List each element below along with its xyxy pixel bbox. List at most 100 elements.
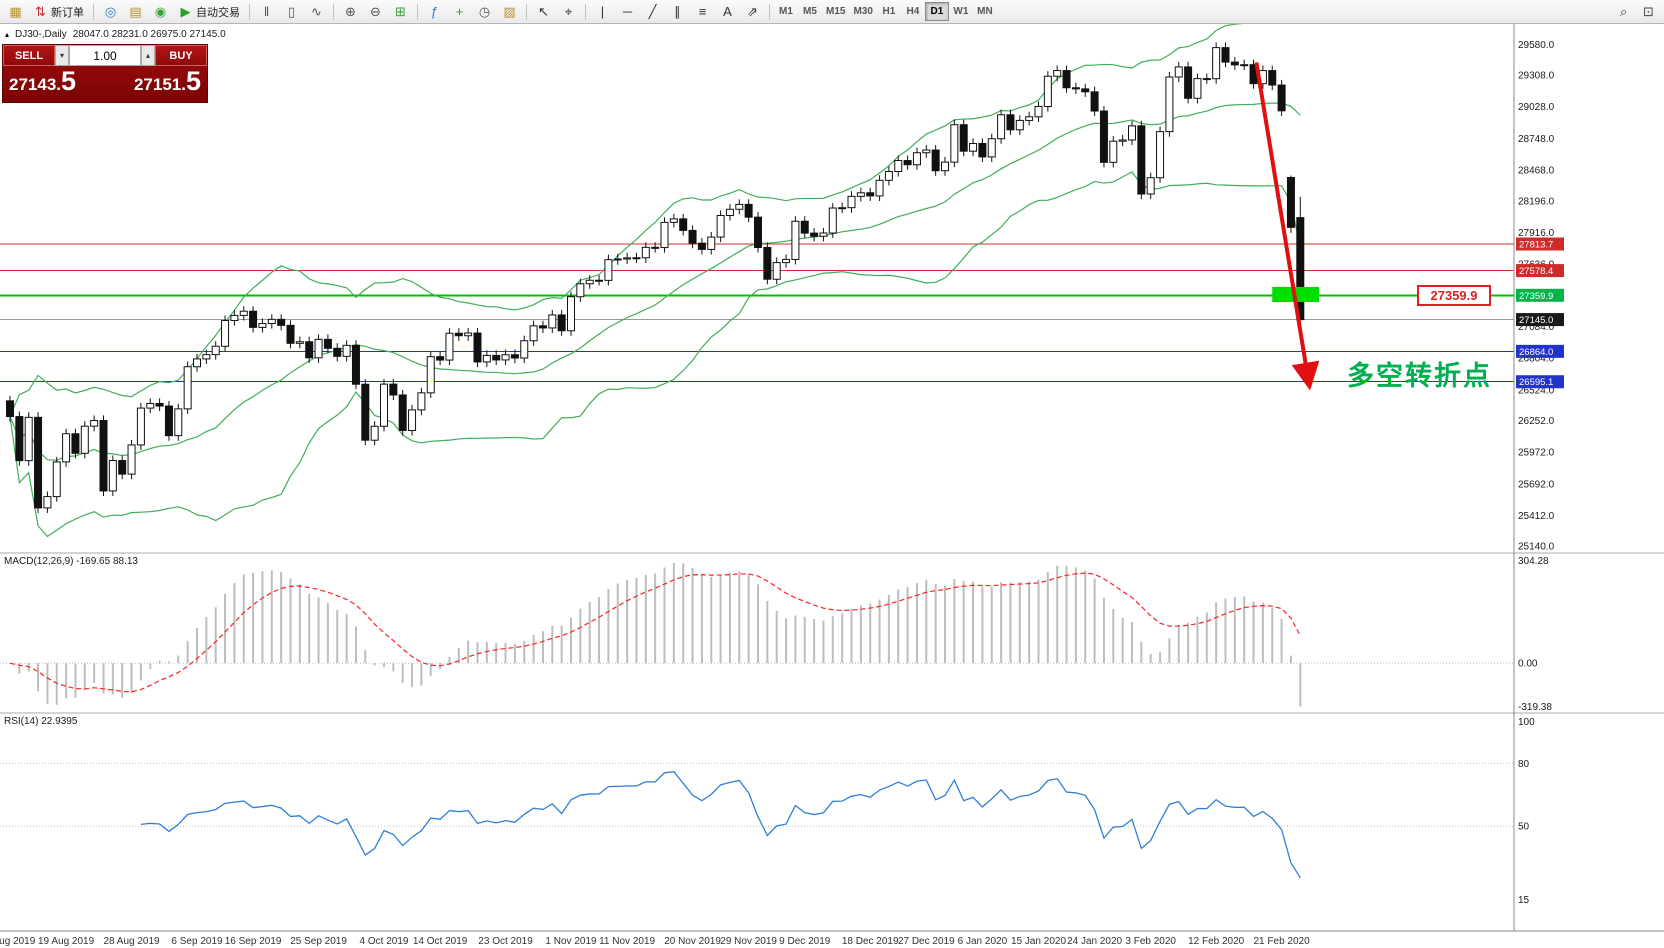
toolbar-right-icons: ⌕ ⊡ bbox=[1611, 0, 1661, 23]
new-order-button[interactable]: ⇅ 新订单 bbox=[29, 2, 88, 22]
timeframe-m30-button[interactable]: M30 bbox=[849, 2, 876, 21]
date-tick: 3 Feb 2020 bbox=[1125, 936, 1176, 947]
date-tick: 9 Aug 2019 bbox=[0, 936, 36, 947]
volume-input[interactable] bbox=[69, 45, 141, 66]
timeframe-m1-button[interactable]: M1 bbox=[774, 2, 798, 21]
crosshair-button[interactable]: ⌖ bbox=[557, 2, 580, 22]
new-chart-button[interactable]: ▦ bbox=[4, 2, 27, 22]
timeframe-h4-button[interactable]: H4 bbox=[901, 2, 925, 21]
rsi-pane-label: RSI(14) 22.9395 bbox=[4, 716, 78, 727]
ohlc-values: 28047.0 28231.0 26975.0 27145.0 bbox=[72, 29, 226, 40]
price-callout-box[interactable]: 27359.9 bbox=[1417, 285, 1491, 306]
search-icon: ⌕ bbox=[1619, 3, 1628, 19]
arrows-icon: ⇗ bbox=[747, 3, 758, 19]
templates-icon: ▨ bbox=[503, 3, 516, 19]
price-tag-27359.9: 27359.9 bbox=[1516, 288, 1564, 302]
data-window-icon: ⊡ bbox=[1643, 3, 1654, 19]
macd-tick: 0.00 bbox=[1518, 659, 1538, 670]
date-tick: 29 Nov 2019 bbox=[720, 936, 777, 947]
date-tick: 20 Nov 2019 bbox=[664, 936, 721, 947]
price-tag-27813.7: 27813.7 bbox=[1516, 237, 1564, 251]
templates-button[interactable]: ▨ bbox=[498, 2, 521, 22]
price-tick: 28468.0 bbox=[1518, 166, 1555, 177]
indicators-button[interactable]: ƒ bbox=[423, 2, 446, 22]
add-indicator-button[interactable]: + bbox=[448, 2, 471, 22]
rsi-tick: 100 bbox=[1518, 717, 1535, 728]
date-tick: 6 Jan 2020 bbox=[958, 936, 1008, 947]
horizontal-line-button[interactable]: ─ bbox=[616, 2, 639, 22]
macd-pane-label: MACD(12,26,9) -169.65 88.13 bbox=[4, 556, 138, 567]
arrows-button[interactable]: ⇗ bbox=[741, 2, 764, 22]
equidistant-channel-button[interactable]: ∥ bbox=[666, 2, 689, 22]
periods-button[interactable]: ◷ bbox=[473, 2, 496, 22]
autotrading-button[interactable]: ▶ 自动交易 bbox=[174, 2, 244, 22]
date-tick: 16 Sep 2019 bbox=[225, 936, 282, 947]
zoom-out-button[interactable]: ⊖ bbox=[364, 2, 387, 22]
new-chart-icon: ▦ bbox=[9, 3, 22, 19]
price-tick: 27084.0 bbox=[1518, 322, 1555, 333]
chart-bars-icon: ‖ bbox=[263, 3, 270, 19]
date-tick: 19 Aug 2019 bbox=[38, 936, 95, 947]
text-button[interactable]: A bbox=[716, 2, 739, 22]
cursor-button[interactable]: ↖ bbox=[532, 2, 555, 22]
tile-windows-button[interactable]: ⊞ bbox=[389, 2, 412, 22]
volume-down-button[interactable]: ▾ bbox=[55, 45, 69, 66]
chart-line-button[interactable]: ∿ bbox=[305, 2, 328, 22]
mql5-community-button[interactable]: ◎ bbox=[99, 2, 122, 22]
svg-text:27145.0: 27145.0 bbox=[1519, 315, 1553, 326]
chart-bars-button[interactable]: ‖ bbox=[255, 2, 278, 22]
chart-candles-button[interactable]: ▯ bbox=[280, 2, 303, 22]
data-window-button[interactable]: ⊡ bbox=[1637, 2, 1660, 22]
new-order-icon: ⇅ bbox=[35, 3, 46, 19]
timeframe-d1-button[interactable]: D1 bbox=[924, 2, 949, 21]
date-tick: 15 Jan 2020 bbox=[1011, 936, 1066, 947]
price-tick: 27916.0 bbox=[1518, 228, 1555, 239]
price-tick: 29028.0 bbox=[1518, 102, 1555, 113]
buy-button[interactable]: BUY bbox=[155, 45, 207, 66]
vertical-line-button[interactable]: | bbox=[591, 2, 614, 22]
macd-tick: 304.28 bbox=[1518, 556, 1549, 567]
chart-canvas[interactable]: 29580.0 29308.0 29028.0 28748.0 28468.0 28196… bbox=[0, 24, 1664, 948]
macd-indicator bbox=[0, 563, 1514, 707]
buy-price-big-digit: 5 bbox=[185, 66, 201, 96]
sell-button[interactable]: SELL bbox=[3, 45, 55, 66]
timeframe-m15-button[interactable]: M15 bbox=[822, 2, 849, 21]
zoom-in-button[interactable]: ⊕ bbox=[339, 2, 362, 22]
buy-price[interactable]: 27151.5 bbox=[134, 67, 201, 99]
tile-windows-icon: ⊞ bbox=[395, 3, 406, 19]
price-tick: 26524.0 bbox=[1518, 385, 1555, 396]
toolbar-separator bbox=[333, 3, 334, 20]
toolbar-separator bbox=[526, 3, 527, 20]
price-tick: 28196.0 bbox=[1518, 196, 1555, 207]
price-tick: 25692.0 bbox=[1518, 479, 1555, 490]
trendline-button[interactable]: ╱ bbox=[641, 2, 664, 22]
one-click-trading-panel: SELL ▾ ▴ BUY 27143.5 27151.5 bbox=[2, 44, 208, 103]
market-button[interactable]: ◉ bbox=[149, 2, 172, 22]
price-tick: 26804.0 bbox=[1518, 354, 1555, 365]
new-order-label: 新订单 bbox=[51, 6, 84, 19]
svg-text:26595.1: 26595.1 bbox=[1519, 377, 1553, 388]
timeframe-m5-button[interactable]: M5 bbox=[798, 2, 822, 21]
fibonacci-button[interactable]: ≡ bbox=[691, 2, 714, 22]
collapse-panel-icon[interactable]: ▴ bbox=[5, 30, 10, 39]
date-tick: 27 Dec 2019 bbox=[898, 936, 955, 947]
trend-arrow[interactable] bbox=[1254, 62, 1320, 391]
toolbar-separator bbox=[249, 3, 250, 20]
profiles-button[interactable]: ▤ bbox=[124, 2, 147, 22]
date-tick: 14 Oct 2019 bbox=[413, 936, 468, 947]
turning-point-annotation[interactable]: 多空转折点 bbox=[1347, 361, 1492, 391]
price-tag-27578.4: 27578.4 bbox=[1516, 264, 1564, 278]
timeframe-mn-button[interactable]: MN bbox=[973, 2, 997, 21]
svg-text:26864.0: 26864.0 bbox=[1519, 347, 1553, 358]
search-button[interactable]: ⌕ bbox=[1612, 2, 1635, 22]
volume-up-button[interactable]: ▴ bbox=[141, 45, 155, 66]
price-tick: 25972.0 bbox=[1518, 448, 1555, 459]
timeframe-buttons: M1 M5 M15 M30 H1 H4 D1 W1 MN bbox=[774, 0, 997, 23]
macd-tick: -319.38 bbox=[1518, 702, 1552, 713]
sell-price[interactable]: 27143.5 bbox=[9, 67, 76, 99]
timeframe-h1-button[interactable]: H1 bbox=[877, 2, 901, 21]
text-icon: A bbox=[723, 3, 732, 19]
timeframe-w1-button[interactable]: W1 bbox=[949, 2, 973, 21]
chart-title: ▴ DJ30-,Daily 28047.0 28231.0 26975.0 27… bbox=[5, 29, 226, 40]
toolbar-separator bbox=[585, 3, 586, 20]
